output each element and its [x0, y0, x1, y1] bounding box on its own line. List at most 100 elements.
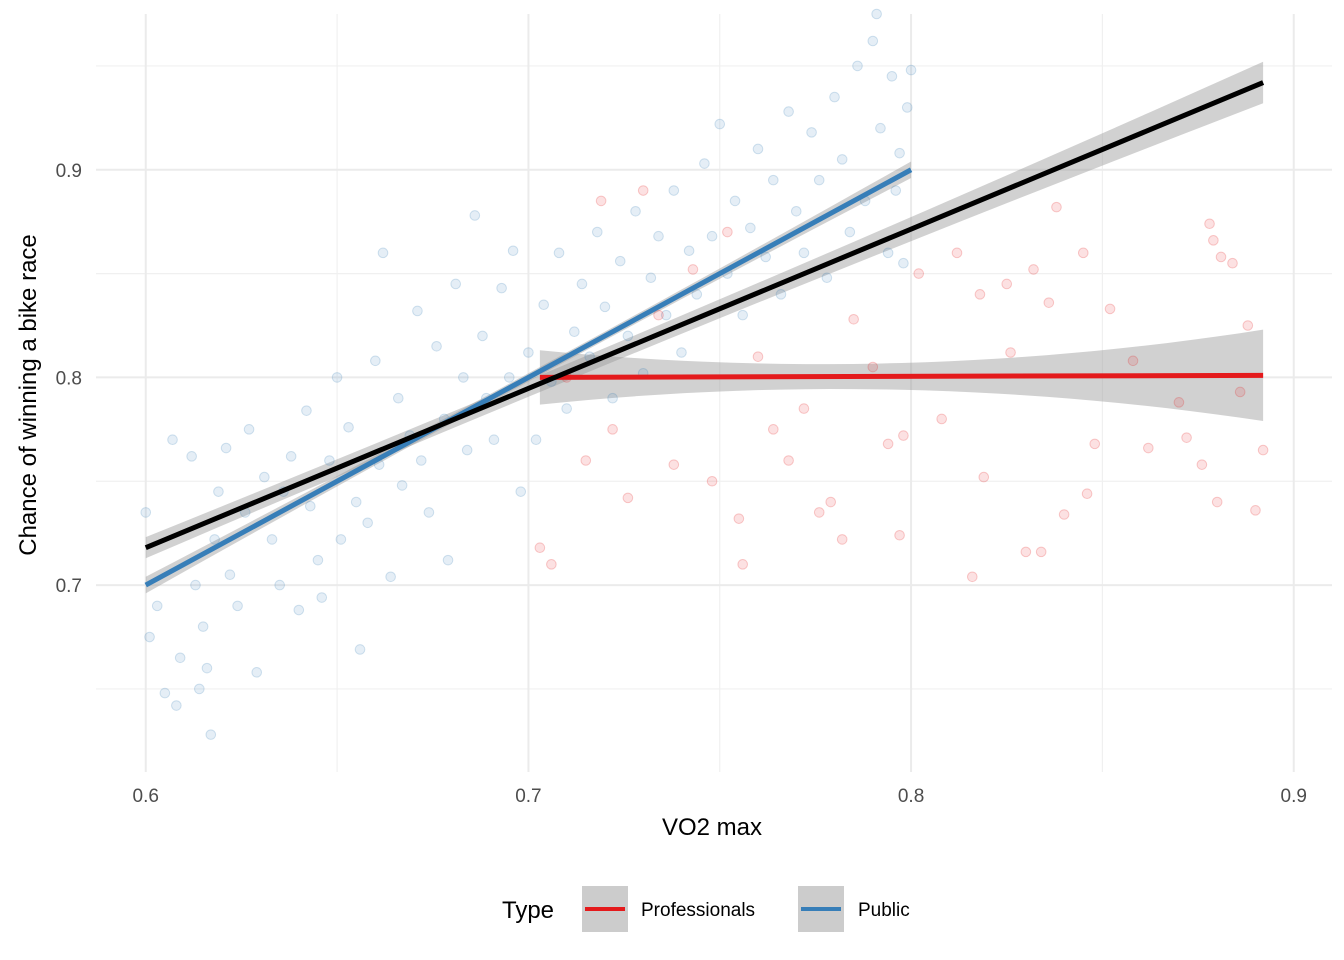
public-point	[569, 326, 580, 338]
public-point	[886, 71, 898, 82]
professionals-point	[687, 264, 699, 275]
public-point	[714, 118, 726, 130]
public-point	[190, 579, 201, 591]
professionals-point	[974, 289, 986, 300]
professionals-point	[836, 534, 848, 545]
public-point	[553, 247, 565, 259]
public-point	[324, 455, 335, 466]
professionals-point	[1028, 264, 1039, 275]
public-point	[622, 330, 634, 342]
public-point	[882, 247, 894, 259]
public-point	[274, 579, 285, 591]
public-point	[194, 683, 205, 695]
public-point	[266, 534, 278, 545]
professionals-point	[1104, 303, 1116, 315]
public-point	[423, 507, 435, 518]
legend-title: Type	[502, 897, 554, 924]
professionals-point	[1250, 505, 1261, 516]
public-fit-line	[144, 167, 913, 588]
public-point	[538, 299, 550, 311]
professionals-fit-line	[539, 372, 1264, 380]
public-point	[396, 480, 408, 491]
professionals-point	[1058, 509, 1070, 520]
public-point	[898, 257, 909, 269]
y-axis-title: Chance of winning a bike race	[15, 234, 42, 556]
public-point	[377, 247, 389, 259]
professionals-point	[894, 529, 905, 541]
public-point	[829, 91, 840, 103]
public-point	[561, 403, 572, 414]
public-point	[852, 60, 863, 72]
professionals-point	[898, 430, 909, 441]
professionals-point	[1127, 355, 1139, 367]
public-point	[737, 309, 748, 321]
professionals-point	[706, 475, 718, 487]
public-point	[174, 652, 186, 664]
public-point	[790, 205, 802, 217]
x-tick-labels: 0.6 0.7 0.8 0.9	[133, 786, 1307, 807]
professionals-point	[913, 268, 925, 279]
professionals-point	[1242, 320, 1254, 331]
confidence-bands	[145, 61, 1264, 594]
public-point	[370, 355, 381, 367]
public-point	[354, 644, 366, 655]
professionals-point	[978, 471, 990, 483]
public-point	[844, 226, 856, 238]
x-axis-title: VO2 max	[662, 814, 762, 841]
professionals-point	[637, 185, 649, 196]
public-point	[167, 434, 178, 446]
public-point	[871, 8, 882, 20]
professionals-point	[1081, 488, 1093, 500]
public-point	[343, 421, 354, 433]
professionals-point	[1215, 251, 1227, 263]
public-point	[699, 158, 710, 169]
fit-lines	[144, 80, 1265, 588]
public-point	[496, 282, 507, 294]
x-tick-label: 0.8	[898, 786, 924, 807]
professionals-point	[1089, 438, 1101, 450]
public-point	[461, 444, 473, 456]
public-point	[412, 305, 423, 317]
public-point	[660, 309, 672, 321]
public-point	[768, 174, 779, 186]
professionals-point	[1257, 444, 1269, 456]
public-point	[530, 434, 542, 446]
public-point	[783, 106, 794, 117]
public-point	[503, 372, 515, 383]
professionals-point	[825, 496, 837, 508]
public-point	[867, 35, 879, 47]
public-point	[599, 301, 611, 313]
public-point	[614, 255, 626, 267]
public-point	[813, 174, 825, 186]
public-point	[171, 700, 182, 711]
public-point	[251, 667, 263, 678]
professionals-point	[848, 313, 859, 325]
professionals-point	[733, 513, 745, 524]
professionals-point	[1211, 496, 1223, 508]
public-point	[140, 507, 152, 518]
professionals-point	[1005, 347, 1016, 358]
public-point	[159, 687, 171, 699]
x-tick-label: 0.6	[133, 786, 159, 807]
x-tick-label: 0.9	[1281, 786, 1307, 807]
public-point	[209, 534, 220, 545]
legend: Type Professionals Public	[502, 886, 910, 932]
public-point	[477, 330, 488, 342]
public-point	[591, 226, 603, 238]
public-point	[515, 486, 527, 497]
public-point	[151, 600, 163, 612]
public-point	[745, 222, 756, 234]
public-point	[576, 278, 588, 290]
public-point	[232, 600, 243, 612]
public-point	[760, 251, 771, 263]
professionals-point	[1208, 235, 1219, 246]
public-point	[285, 451, 297, 462]
public-point	[304, 500, 316, 512]
public-point	[243, 424, 255, 435]
professionals-point	[1051, 201, 1062, 213]
data-points	[140, 8, 1269, 740]
professionals-point	[1227, 257, 1238, 269]
public-point	[458, 372, 469, 383]
public-point	[213, 486, 224, 497]
y-tick-label: 0.8	[56, 368, 82, 389]
